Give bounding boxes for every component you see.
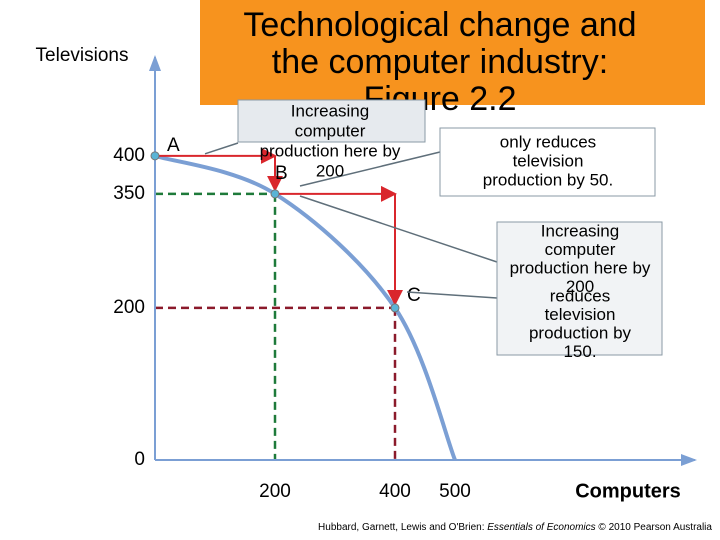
annotation-text: production by — [529, 323, 632, 342]
callout-line — [299, 151, 441, 187]
annotation-text: television — [513, 151, 584, 170]
chart-title: Technological change and — [243, 6, 636, 44]
chart-title: the computer industry: — [272, 43, 608, 81]
point — [150, 151, 160, 161]
annotation-text: 200 — [316, 161, 344, 180]
point-label: C — [407, 285, 421, 306]
annotation-text: computer — [545, 240, 616, 259]
point-label: A — [167, 135, 180, 156]
source-part: Essentials of Economics — [487, 522, 595, 533]
annotation-text: production by 50. — [483, 170, 613, 189]
title-box — [200, 0, 705, 105]
x-tick-label: 400 — [379, 481, 411, 502]
ppf-curve — [154, 153, 457, 461]
y-tick-label: 350 — [113, 183, 145, 204]
annotation-box — [496, 221, 663, 356]
callout-line — [204, 142, 239, 155]
annotation-text: Increasing — [291, 101, 369, 120]
x-tick-label: 500 — [439, 481, 471, 502]
y-axis-label: Televisions — [36, 45, 129, 66]
annotation-text: Increasing — [541, 221, 619, 240]
source: Hubbard, Garnett, Lewis and O'Brien: Ess… — [318, 522, 712, 533]
annotation-box — [237, 99, 426, 143]
point-label: B — [275, 163, 288, 184]
annotation-text: 200 — [566, 277, 594, 296]
source-part: © 2010 Pearson Australia — [596, 522, 713, 533]
annotation-text: computer — [295, 121, 366, 140]
x-tick-label: 200 — [259, 481, 291, 502]
y-tick-label: 0 — [134, 449, 145, 470]
annotation-box — [439, 127, 656, 197]
annotation-text: only reduces — [500, 132, 596, 151]
y-tick-label: 400 — [113, 145, 145, 166]
y-tick-label: 200 — [113, 297, 145, 318]
annotation-text: reduces — [550, 286, 610, 305]
x-axis-label: Computers — [575, 480, 681, 502]
point — [270, 189, 280, 199]
annotation-text: television — [545, 305, 616, 324]
source-part: Hubbard, Garnett, Lewis and O'Brien: — [318, 522, 487, 533]
point — [390, 303, 400, 313]
annotation-text: production here by — [260, 141, 401, 160]
callout-line — [299, 195, 498, 263]
annotation-text: production here by — [510, 258, 651, 277]
annotation-text: 150. — [563, 342, 596, 361]
callout-line — [406, 291, 498, 299]
